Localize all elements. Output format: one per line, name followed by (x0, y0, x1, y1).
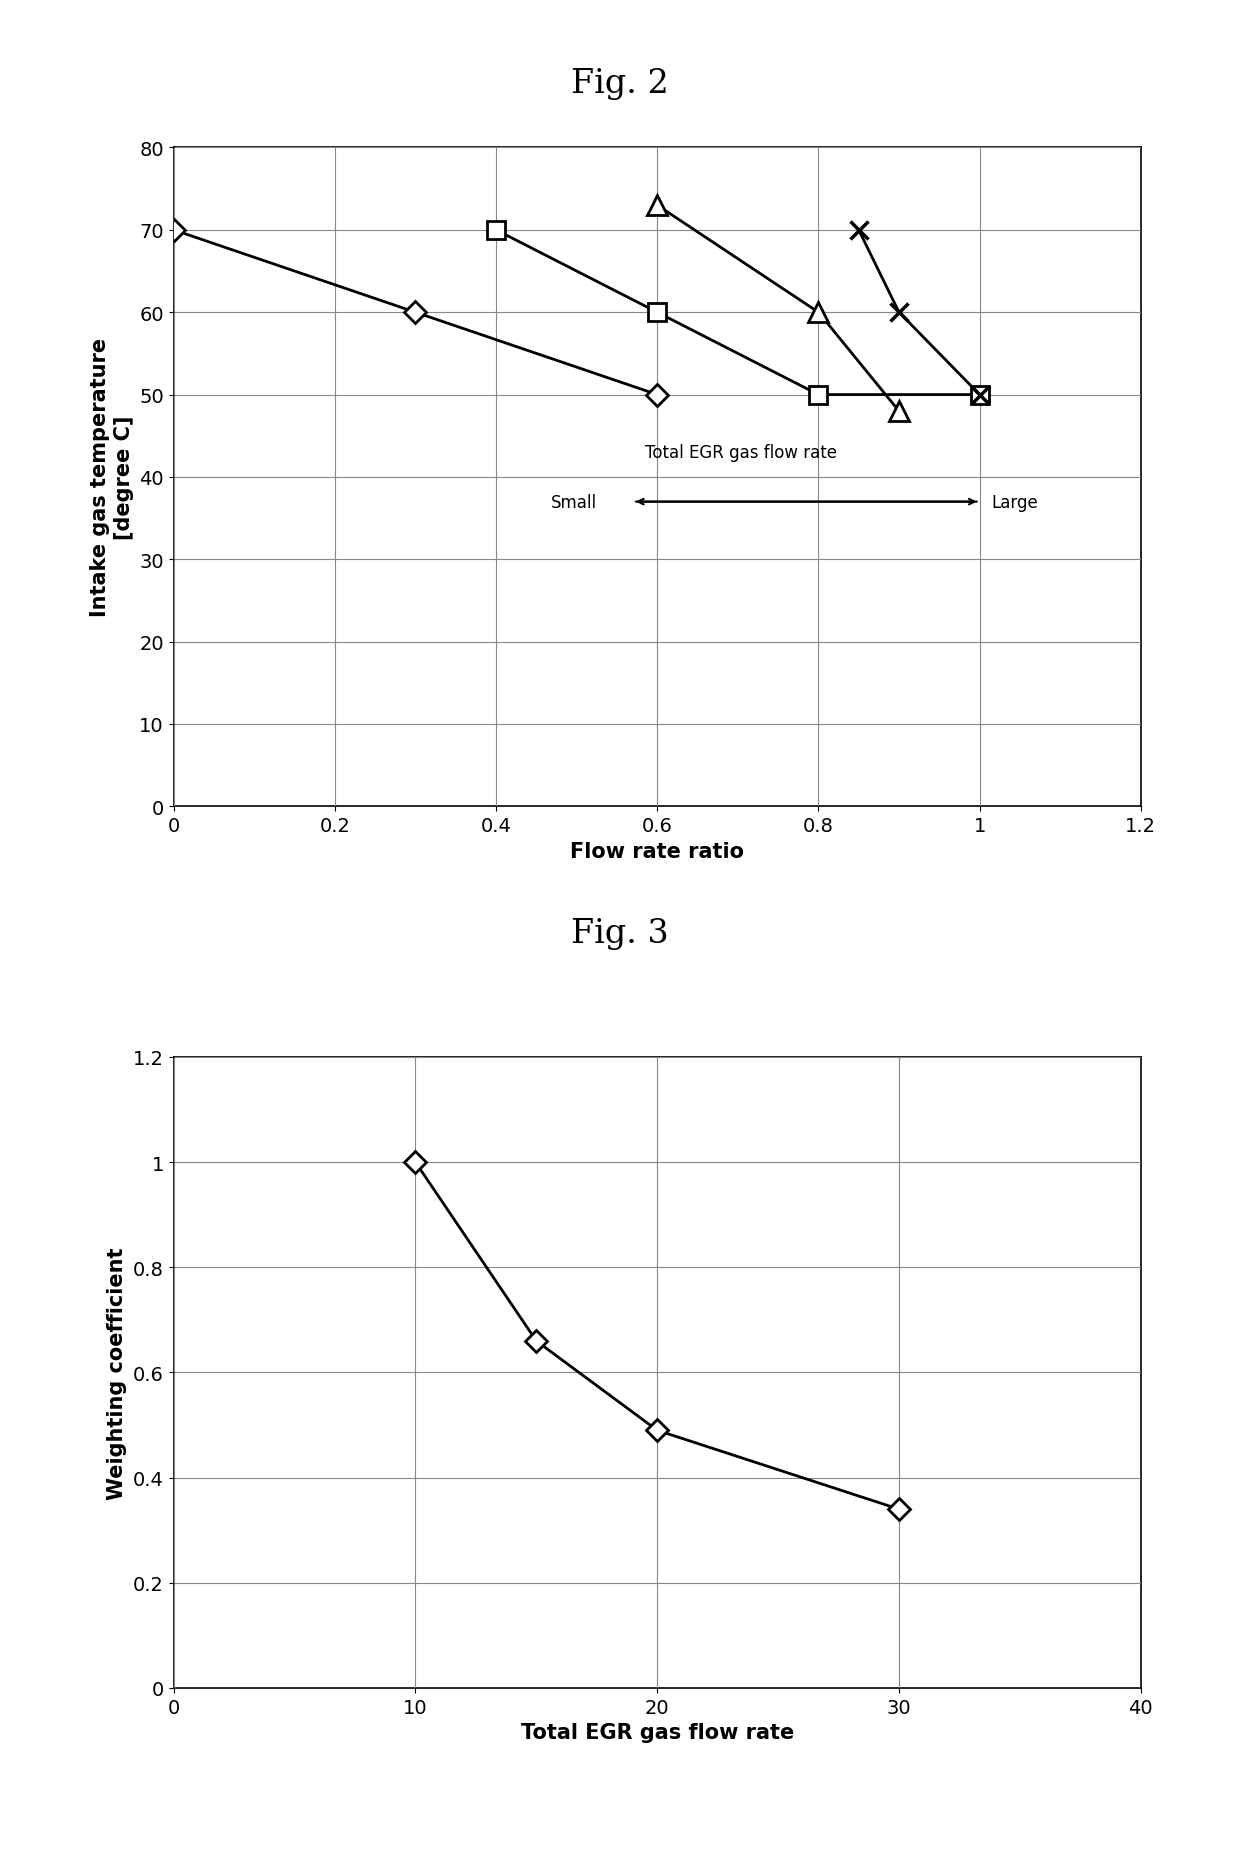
Text: Fig. 2: Fig. 2 (572, 67, 668, 100)
Text: Total EGR gas flow rate: Total EGR gas flow rate (645, 443, 837, 462)
Text: Fig. 3: Fig. 3 (572, 916, 668, 950)
X-axis label: Total EGR gas flow rate: Total EGR gas flow rate (521, 1721, 794, 1742)
Text: Small: Small (551, 493, 596, 512)
X-axis label: Flow rate ratio: Flow rate ratio (570, 840, 744, 861)
Y-axis label: Intake gas temperature
[degree C]: Intake gas temperature [degree C] (91, 338, 134, 618)
Y-axis label: Weighting coefficient: Weighting coefficient (108, 1247, 128, 1499)
Text: Large: Large (992, 493, 1038, 512)
